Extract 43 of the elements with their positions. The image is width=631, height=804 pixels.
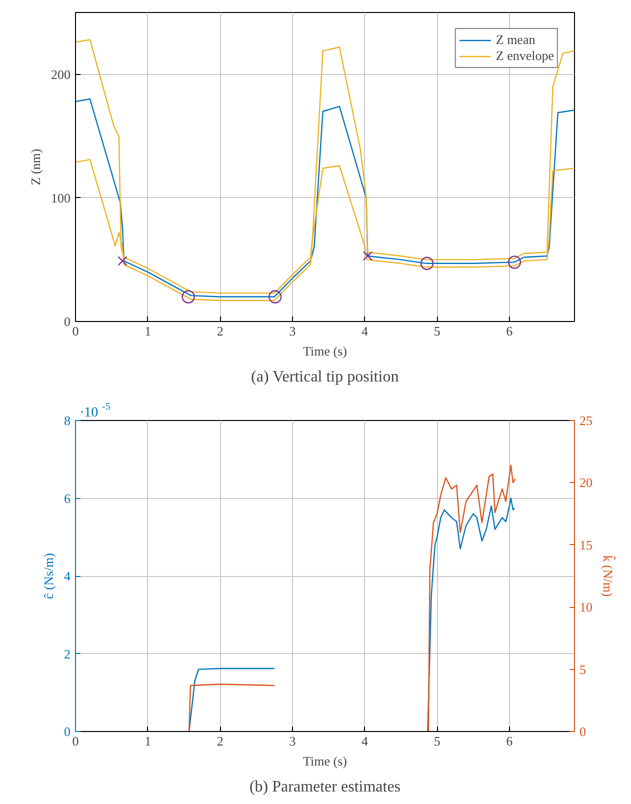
x-tick-label: 1 [144, 734, 152, 748]
point [362, 251, 373, 261]
y2-tick-label: 10 [580, 600, 592, 615]
y-tick-label: 200 [51, 66, 70, 82]
point [268, 290, 282, 304]
legend-label: Z mean [496, 32, 536, 48]
y-tick-label: 4 [64, 568, 71, 584]
y2-tick-label: 0 [580, 724, 586, 739]
x-tick-label: 5 [434, 324, 440, 338]
text: ·10-5 [80, 402, 110, 420]
y-tick-label: 0 [64, 314, 70, 329]
x-tick-label: 6 [506, 734, 514, 748]
line-series [76, 98, 574, 298]
x-tick-label: 2 [216, 324, 224, 338]
x-tick-label: 4 [362, 324, 369, 338]
x-tick-label: 4 [362, 734, 369, 748]
y-tick-label: 8 [64, 413, 70, 428]
y-tick-label: 0 [64, 724, 70, 739]
y-axis-title: ĉ (Ns/m) [41, 553, 56, 599]
y-tick-label: 2 [64, 646, 70, 662]
text: (a) Vertical tip position [251, 368, 399, 386]
y2-tick-label: 5 [580, 662, 586, 677]
y2-tick-label: 20 [580, 475, 592, 490]
y-axis-title: Z (nm) [28, 148, 43, 186]
x-tick-label: 6 [506, 324, 514, 338]
point [118, 256, 128, 266]
x-tick-label: 2 [216, 734, 224, 748]
point [508, 256, 522, 269]
x-tick-label: 3 [289, 324, 296, 338]
point [182, 290, 195, 304]
y-tick-label: 100 [51, 190, 70, 206]
x-axis-title: Time (s) [303, 754, 347, 768]
y2-tick-label: 25 [580, 413, 592, 428]
y-tick-label: 6 [64, 490, 71, 506]
text: (b) Parameter estimates [249, 778, 401, 796]
x-axis-title: Time (s) [303, 344, 347, 358]
y2-tick-label: 15 [580, 537, 592, 552]
legend-label: Z envelope [496, 48, 554, 64]
x-tick-label: 5 [434, 734, 440, 748]
x-tick-label: 3 [289, 734, 296, 748]
point [420, 256, 434, 270]
y2-axis-title: k̂ (N/m) [600, 555, 617, 597]
x-tick-label: 1 [144, 324, 152, 338]
